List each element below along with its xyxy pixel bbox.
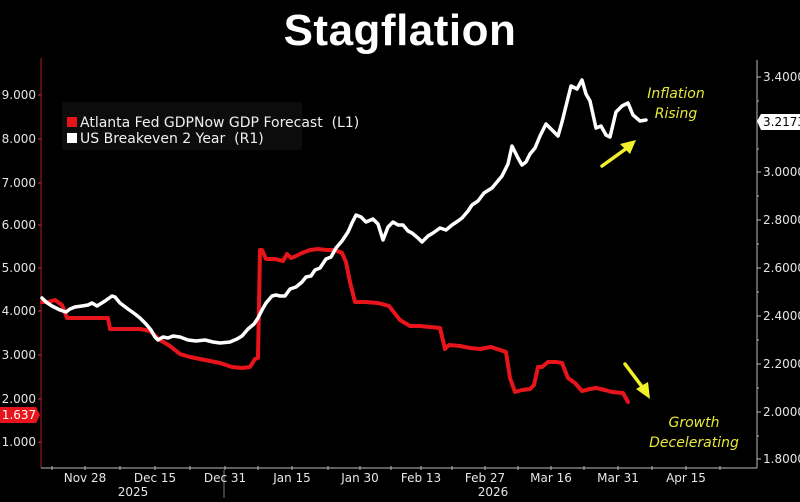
annotation-growth-decelerating: Growth Decelerating [623, 362, 739, 451]
x-tick-label: Jan 15 [272, 471, 311, 485]
x-tick-label: Dec 31 [204, 471, 246, 485]
left-tick-label: 5.000 [2, 261, 36, 275]
legend: Atlanta Fed GDPNow GDP Forecast (L1) US … [62, 102, 359, 150]
left-axis-ticks [38, 94, 41, 443]
year-label-2026: 2026 [478, 485, 509, 499]
x-tick-label: Feb 27 [465, 471, 505, 485]
x-axis-ticks [51, 466, 721, 498]
right-tick-label: 2.8000 [763, 213, 800, 227]
legend-box [62, 102, 302, 150]
right-tick-label: 3.0000 [763, 165, 800, 179]
annotation-inflation-line2: Rising [655, 106, 698, 122]
annotation-inflation-rising: Inflation Rising [600, 86, 705, 168]
legend-label-breakeven: US Breakeven 2 Year (R1) [80, 131, 264, 147]
year-label-2025: 2025 [118, 485, 149, 499]
left-tick-label: 7.000 [2, 176, 36, 190]
left-tick-label: 9.000 [2, 88, 36, 102]
right-tick-label: 2.0000 [763, 405, 800, 419]
chart-title: Stagflation [283, 6, 517, 55]
left-tick-label: 1.000 [2, 435, 36, 449]
x-tick-label: Nov 28 [64, 471, 107, 485]
x-tick-label: Jan 30 [340, 471, 379, 485]
right-tick-label: 1.8000 [763, 452, 800, 466]
annotation-inflation-line1: Inflation [647, 86, 704, 102]
x-tick-label: Mar 31 [597, 471, 639, 485]
annotation-growth-line2: Decelerating [649, 435, 739, 451]
left-last-value-badge: 1.637 [0, 407, 40, 423]
right-tick-label: 2.2000 [763, 357, 800, 371]
right-axis-ticks [757, 76, 761, 460]
breakeven-series-line [40, 78, 648, 345]
left-tick-label: 8.000 [2, 132, 36, 146]
x-tick-label: Apr 15 [666, 471, 706, 485]
x-tick-label: Feb 13 [401, 471, 441, 485]
x-axis-labels: Nov 28 Dec 15 Dec 31 Jan 15 Jan 30 Feb 1… [64, 471, 706, 499]
left-last-value: 1.637 [2, 408, 36, 422]
legend-label-gdpnow: Atlanta Fed GDPNow GDP Forecast (L1) [80, 115, 359, 131]
arrow-down-right-icon [623, 362, 650, 399]
right-tick-label: 2.4000 [763, 309, 800, 323]
right-last-value-badge: 3.2173 [757, 114, 800, 130]
right-axis-labels: 3.4000 3.0000 2.8000 2.6000 2.4000 2.200… [763, 70, 800, 466]
x-tick-label: Dec 15 [134, 471, 176, 485]
right-tick-label: 3.4000 [763, 70, 800, 84]
gdpnow-series-line [40, 247, 630, 404]
annotation-growth-line1: Growth [669, 415, 720, 431]
x-tick-label: Mar 16 [530, 471, 572, 485]
right-last-value: 3.2173 [763, 115, 800, 129]
legend-swatch-gdpnow [67, 117, 77, 127]
right-tick-label: 2.6000 [763, 261, 800, 275]
legend-swatch-breakeven [67, 133, 77, 143]
left-tick-label: 4.000 [2, 304, 36, 318]
left-axis-labels: 9.000 8.000 7.000 6.000 5.000 4.000 3.00… [2, 88, 36, 449]
left-tick-label: 6.000 [2, 218, 36, 232]
arrow-up-right-icon [600, 140, 636, 168]
left-tick-label: 3.000 [2, 348, 36, 362]
left-tick-label: 2.000 [2, 392, 36, 406]
